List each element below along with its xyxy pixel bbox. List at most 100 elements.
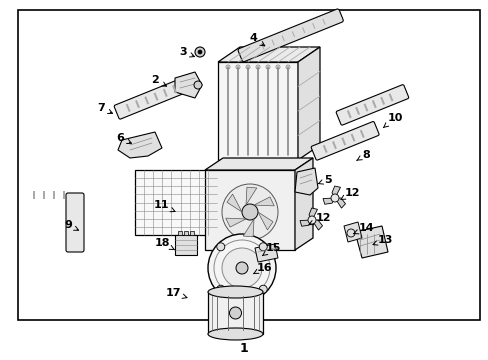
Bar <box>322 19 325 25</box>
Bar <box>63 191 65 199</box>
Bar <box>18 10 479 320</box>
Bar <box>359 130 364 138</box>
Bar <box>261 44 264 50</box>
Bar <box>322 145 327 153</box>
Circle shape <box>222 248 262 288</box>
Polygon shape <box>343 222 361 242</box>
Polygon shape <box>204 158 312 170</box>
Polygon shape <box>253 197 274 206</box>
Bar <box>207 292 263 334</box>
Text: 7: 7 <box>97 103 112 113</box>
Circle shape <box>195 47 204 57</box>
Bar <box>43 191 45 199</box>
Polygon shape <box>323 198 334 204</box>
Polygon shape <box>294 158 312 250</box>
Bar <box>346 110 351 118</box>
Circle shape <box>207 234 275 302</box>
Circle shape <box>194 81 202 89</box>
Circle shape <box>198 50 202 54</box>
Circle shape <box>236 262 247 274</box>
Circle shape <box>307 216 315 224</box>
Text: 11: 11 <box>153 200 175 212</box>
FancyBboxPatch shape <box>336 85 408 125</box>
Bar <box>153 93 158 101</box>
Text: 15: 15 <box>262 243 280 256</box>
Text: 1: 1 <box>239 342 248 355</box>
FancyBboxPatch shape <box>66 193 84 252</box>
Circle shape <box>242 204 258 220</box>
Polygon shape <box>308 208 317 220</box>
Bar <box>144 96 149 104</box>
Bar <box>175 235 197 255</box>
Circle shape <box>259 285 266 293</box>
Text: 10: 10 <box>383 113 402 128</box>
Polygon shape <box>331 186 340 198</box>
Polygon shape <box>311 220 322 230</box>
Bar <box>125 104 130 112</box>
Polygon shape <box>204 170 294 250</box>
FancyBboxPatch shape <box>310 122 378 160</box>
Bar <box>163 89 167 97</box>
Text: 17: 17 <box>165 288 186 298</box>
Circle shape <box>229 307 241 319</box>
Polygon shape <box>118 132 162 158</box>
Polygon shape <box>258 212 272 230</box>
Polygon shape <box>226 194 242 212</box>
Text: 5: 5 <box>318 175 331 185</box>
Bar <box>363 103 367 112</box>
Ellipse shape <box>207 286 263 298</box>
Bar <box>53 191 55 199</box>
Circle shape <box>222 184 278 240</box>
Bar <box>135 100 140 108</box>
Polygon shape <box>243 219 253 237</box>
Bar <box>312 23 315 29</box>
Bar <box>331 141 336 149</box>
Polygon shape <box>354 226 387 258</box>
Polygon shape <box>218 62 297 160</box>
Bar <box>350 134 355 142</box>
Bar <box>380 97 384 105</box>
Bar <box>178 231 182 235</box>
FancyBboxPatch shape <box>238 9 343 62</box>
Bar <box>291 31 294 37</box>
Text: 3: 3 <box>179 47 194 57</box>
Circle shape <box>330 194 338 202</box>
Circle shape <box>259 243 266 251</box>
Circle shape <box>216 285 224 293</box>
Text: 2: 2 <box>151 75 166 86</box>
Polygon shape <box>300 220 311 226</box>
Polygon shape <box>297 47 319 160</box>
Polygon shape <box>245 187 256 205</box>
Polygon shape <box>175 72 202 98</box>
Polygon shape <box>254 244 278 262</box>
Text: 12: 12 <box>340 188 359 199</box>
Text: 14: 14 <box>353 223 374 234</box>
Polygon shape <box>294 168 317 195</box>
Text: 16: 16 <box>253 263 271 274</box>
Bar <box>183 231 187 235</box>
Bar <box>354 107 359 115</box>
Bar <box>135 170 217 235</box>
Bar <box>33 191 35 199</box>
Bar <box>388 93 393 102</box>
Text: 18: 18 <box>154 238 175 250</box>
Bar <box>371 100 376 108</box>
Text: 13: 13 <box>372 235 392 245</box>
Ellipse shape <box>207 328 263 340</box>
Text: 9: 9 <box>64 220 79 230</box>
Polygon shape <box>225 218 245 227</box>
Text: 4: 4 <box>248 33 264 46</box>
Text: 12: 12 <box>308 213 330 225</box>
Bar <box>341 137 346 145</box>
Bar <box>271 40 274 45</box>
Polygon shape <box>334 198 345 208</box>
Text: 6: 6 <box>116 133 131 144</box>
Bar <box>302 27 305 33</box>
Bar <box>190 231 194 235</box>
Bar <box>172 85 177 93</box>
Circle shape <box>216 243 224 251</box>
Polygon shape <box>218 47 319 62</box>
Text: 8: 8 <box>356 150 369 160</box>
Bar <box>281 35 285 41</box>
FancyBboxPatch shape <box>114 77 191 119</box>
